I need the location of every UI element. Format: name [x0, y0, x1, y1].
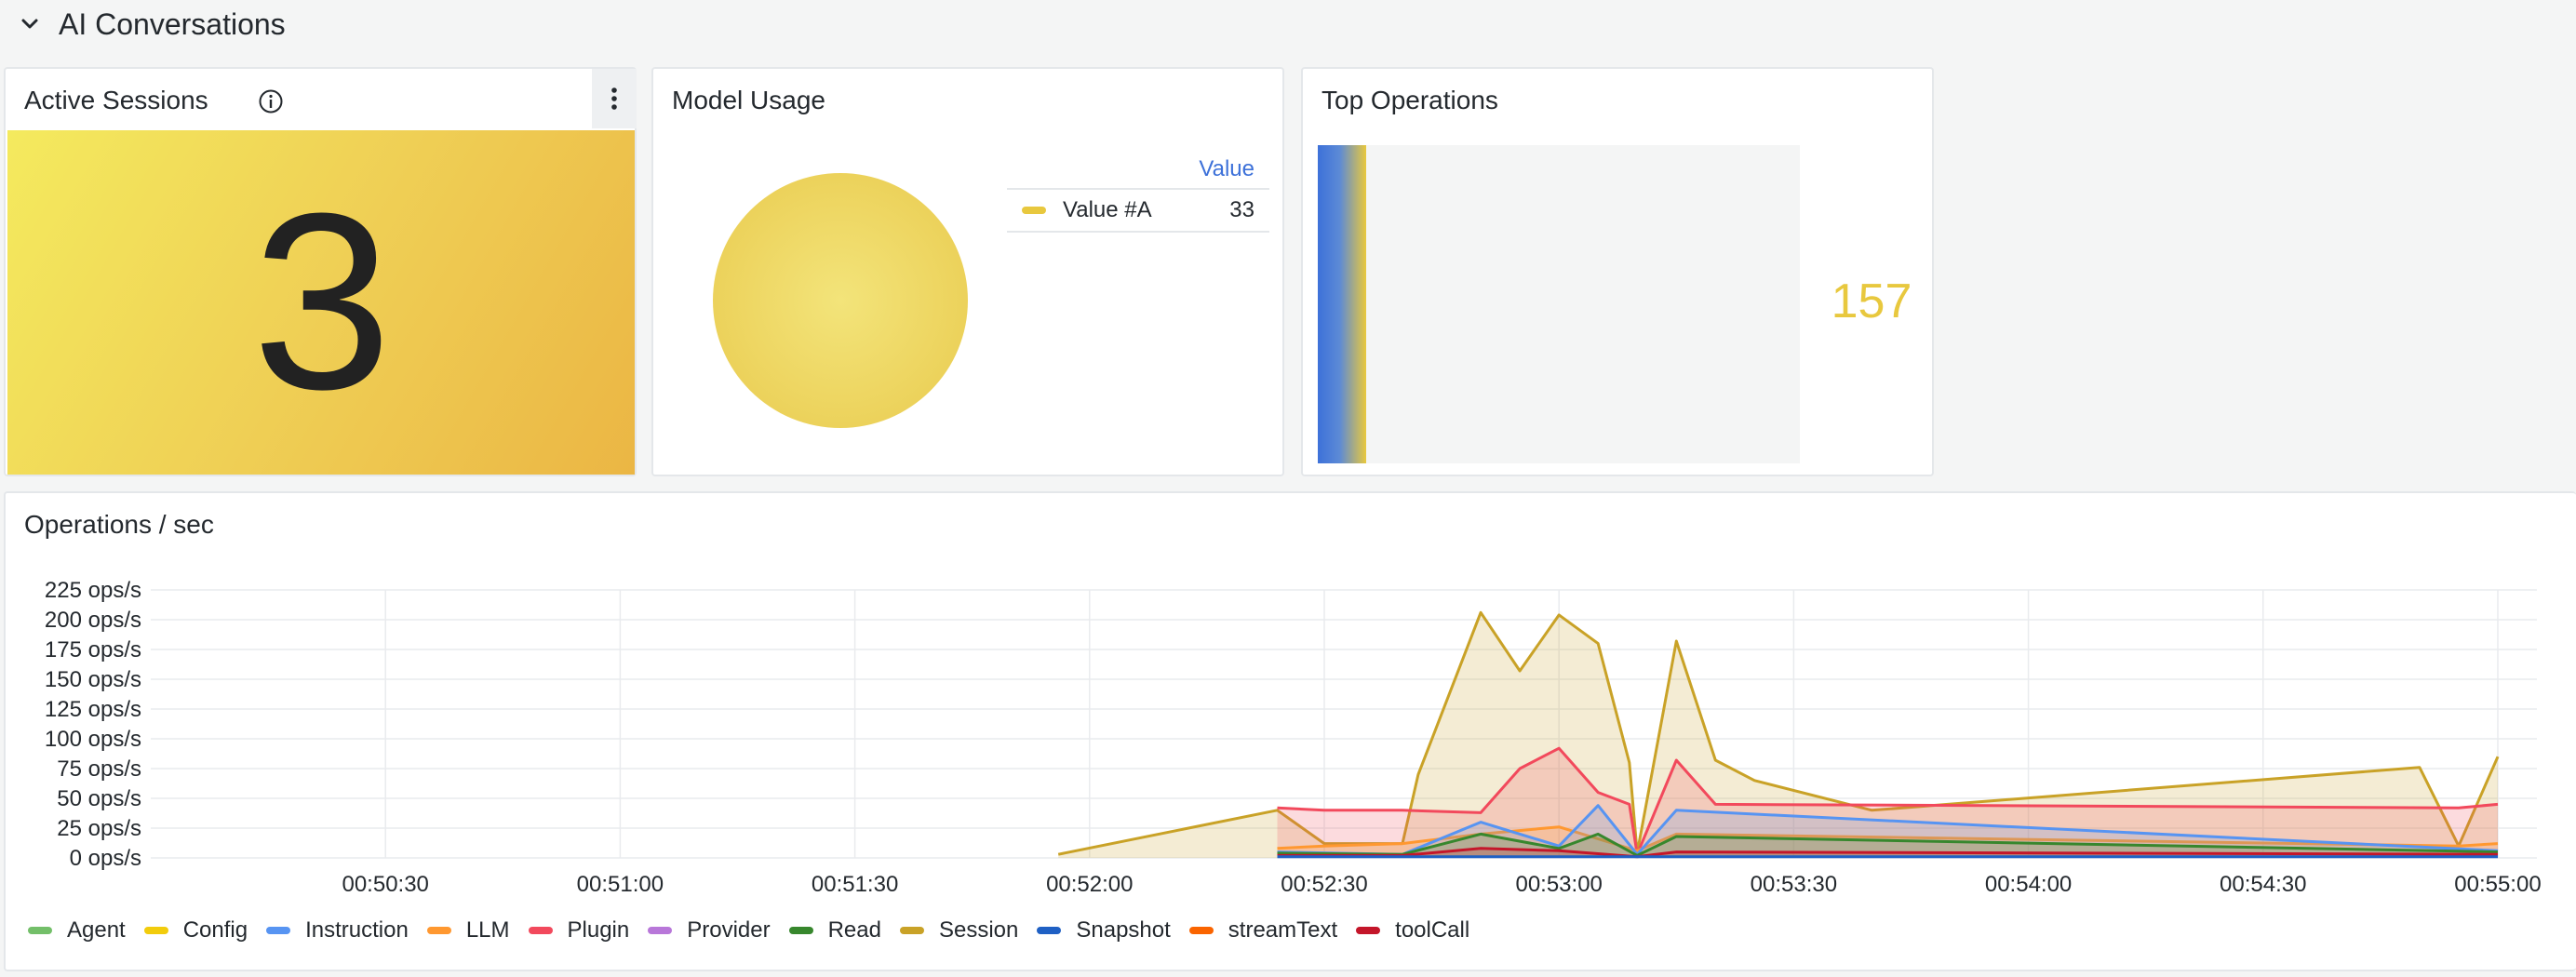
legend-label: Agent: [67, 917, 126, 943]
legend-swatch: [648, 927, 673, 934]
legend-swatch: [528, 927, 553, 934]
legend-label: Read: [827, 917, 881, 943]
legend-item-session[interactable]: Session: [899, 917, 1019, 944]
panel-title: Active Sessions: [24, 86, 208, 114]
x-tick-label: 00:51:00: [577, 872, 664, 897]
legend-header[interactable]: Value: [1007, 149, 1269, 190]
operations-panel: Operations / sec 225 ops/s 200 ops/s 175 o…: [4, 491, 2576, 971]
x-tick-label: 00:54:30: [2220, 872, 2306, 897]
legend-swatch: [28, 927, 52, 934]
legend-label: LLM: [465, 917, 510, 943]
series-line-instruction[interactable]: [1277, 804, 2499, 856]
chevron-down-icon[interactable]: [19, 13, 41, 35]
legend-swatch: [1037, 927, 1062, 934]
legend-item-read[interactable]: Read: [788, 917, 881, 944]
legend-value: 33: [1229, 197, 1254, 222]
panel-title: Top Operations: [1322, 86, 1498, 114]
y-tick-label: 175 ops/s: [45, 637, 141, 662]
legend-label: Instruction: [305, 917, 409, 943]
stat-background: [7, 130, 635, 475]
legend-label: Provider: [687, 917, 771, 943]
legend-swatch: [143, 927, 168, 934]
series-line-read[interactable]: [1277, 832, 2499, 857]
legend-swatch: [788, 927, 813, 934]
active-sessions-panel: Active Sessions 3: [4, 67, 637, 476]
x-tick-label: 00:54:00: [1985, 872, 2072, 897]
series-area-instruction: [1277, 805, 2498, 858]
legend-item-llm[interactable]: LLM: [426, 917, 510, 944]
x-tick-label: 00:52:30: [1281, 872, 1367, 897]
legend-swatch: [426, 927, 451, 934]
y-tick-label: 75 ops/s: [57, 756, 141, 782]
legend-swatch: [899, 927, 924, 934]
legend-item-agent[interactable]: Agent: [28, 917, 126, 944]
x-tick-label: 00:51:30: [812, 872, 898, 897]
legend-item-toolcall[interactable]: toolCall: [1356, 917, 1469, 944]
y-tick-label: 50 ops/s: [57, 786, 141, 811]
x-tick-label: 00:50:30: [342, 872, 428, 897]
bar-gauge-track: [1318, 145, 1800, 463]
legend-label: Value #A: [1063, 197, 1152, 222]
legend-label: Session: [938, 917, 1019, 943]
legend-item-snapshot[interactable]: Snapshot: [1037, 917, 1171, 944]
y-tick-label: 25 ops/s: [57, 816, 141, 841]
x-tick-label: 00:55:00: [2454, 872, 2541, 897]
legend-label: Config: [182, 917, 248, 943]
model-usage-panel: Model Usage Value Value #A 33: [651, 67, 1284, 476]
y-tick-label: 100 ops/s: [45, 727, 141, 752]
pie-slice[interactable]: [713, 173, 968, 428]
y-tick-label: 225 ops/s: [45, 578, 141, 603]
operations-chart[interactable]: 225 ops/s 200 ops/s 175 ops/s 150 ops/s 125 …: [6, 493, 2576, 912]
y-tick-label: 0 ops/s: [70, 846, 141, 871]
row-title[interactable]: AI Conversations: [59, 7, 286, 41]
x-tick-label: 00:53:30: [1751, 872, 1837, 897]
panel-menu-button[interactable]: [592, 69, 637, 128]
legend-table: Value Value #A 33: [1007, 149, 1269, 233]
legend-swatch: [266, 927, 291, 934]
info-icon[interactable]: [257, 87, 285, 115]
series-line-llm[interactable]: [1277, 825, 2499, 852]
series-area-session: [1058, 612, 2498, 858]
legend-item-plugin[interactable]: Plugin: [528, 917, 630, 944]
row-header[interactable]: AI Conversations: [0, 0, 2576, 52]
bar-gauge-value: 157: [1831, 274, 1912, 328]
legend-label: Snapshot: [1076, 917, 1171, 943]
y-tick-label: 150 ops/s: [45, 667, 141, 692]
legend-item-provider[interactable]: Provider: [648, 917, 771, 944]
top-operations-panel: Top Operations 157: [1301, 67, 1934, 476]
more-vertical-icon: [611, 87, 617, 110]
legend-item-instruction[interactable]: Instruction: [266, 917, 409, 944]
legend-item-streamtext[interactable]: streamText: [1188, 917, 1338, 944]
legend-label: streamText: [1228, 917, 1338, 943]
stat-value: 3: [251, 162, 393, 442]
legend-swatch: [1188, 927, 1214, 934]
bar-gauge-fill[interactable]: [1318, 145, 1366, 463]
panel-title: Operations / sec: [24, 510, 214, 539]
x-tick-label: 00:53:00: [1515, 872, 1602, 897]
x-tick-label: 00:52:00: [1046, 872, 1133, 897]
panel-title: Model Usage: [672, 86, 825, 114]
legend-swatch: [1356, 927, 1381, 934]
legend-row[interactable]: Value #A 33: [1007, 190, 1269, 233]
series-line-plugin[interactable]: [1277, 746, 2499, 856]
legend-label: Plugin: [567, 917, 630, 943]
legend-swatch: [1022, 207, 1046, 214]
y-tick-label: 200 ops/s: [45, 608, 141, 633]
legend-item-config[interactable]: Config: [143, 917, 248, 944]
y-tick-label: 125 ops/s: [45, 697, 141, 722]
legend-label: toolCall: [1395, 917, 1470, 943]
chart-legend: Agent Config Instruction LLM Plugin Provider R…: [28, 912, 1488, 949]
